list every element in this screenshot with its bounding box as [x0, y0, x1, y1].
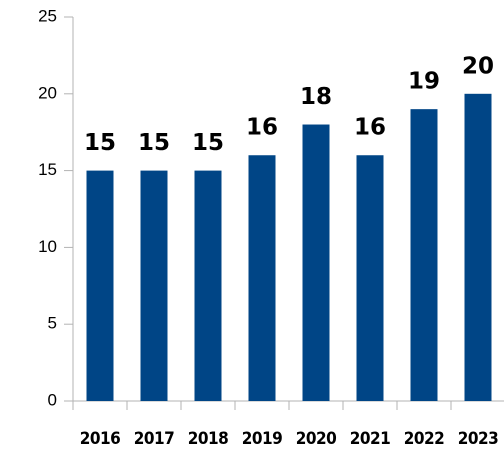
data-label: 20: [462, 53, 494, 79]
x-tick-label: 2016: [80, 429, 121, 449]
bar: [356, 155, 384, 401]
y-tick-label: 15: [38, 160, 57, 179]
x-tick-label: 2021: [350, 429, 391, 449]
x-tick-label: 2020: [296, 429, 337, 449]
bar: [140, 170, 168, 401]
data-label: 15: [138, 130, 170, 156]
bar: [464, 93, 492, 402]
y-tick-label: 20: [38, 83, 57, 102]
x-tick-label: 2022: [404, 429, 445, 449]
bar: [194, 170, 222, 401]
data-label: 19: [408, 69, 440, 95]
bar: [248, 155, 276, 401]
data-label: 15: [84, 130, 116, 156]
bar: [86, 170, 114, 401]
y-tick-label: 5: [48, 314, 57, 333]
y-tick-label: 10: [38, 237, 57, 256]
data-label: 16: [246, 115, 278, 141]
x-tick-label: 2018: [188, 429, 229, 449]
x-tick-label: 2019: [242, 429, 283, 449]
x-tick-label: 2017: [134, 429, 175, 449]
bar: [302, 124, 330, 402]
y-tick-label: 25: [38, 6, 57, 25]
data-label: 16: [354, 115, 386, 141]
data-label: 18: [300, 84, 332, 110]
data-label: 15: [192, 130, 224, 156]
y-tick-label: 0: [48, 390, 57, 409]
bar: [410, 109, 438, 401]
x-tick-label: 2023: [458, 429, 499, 449]
